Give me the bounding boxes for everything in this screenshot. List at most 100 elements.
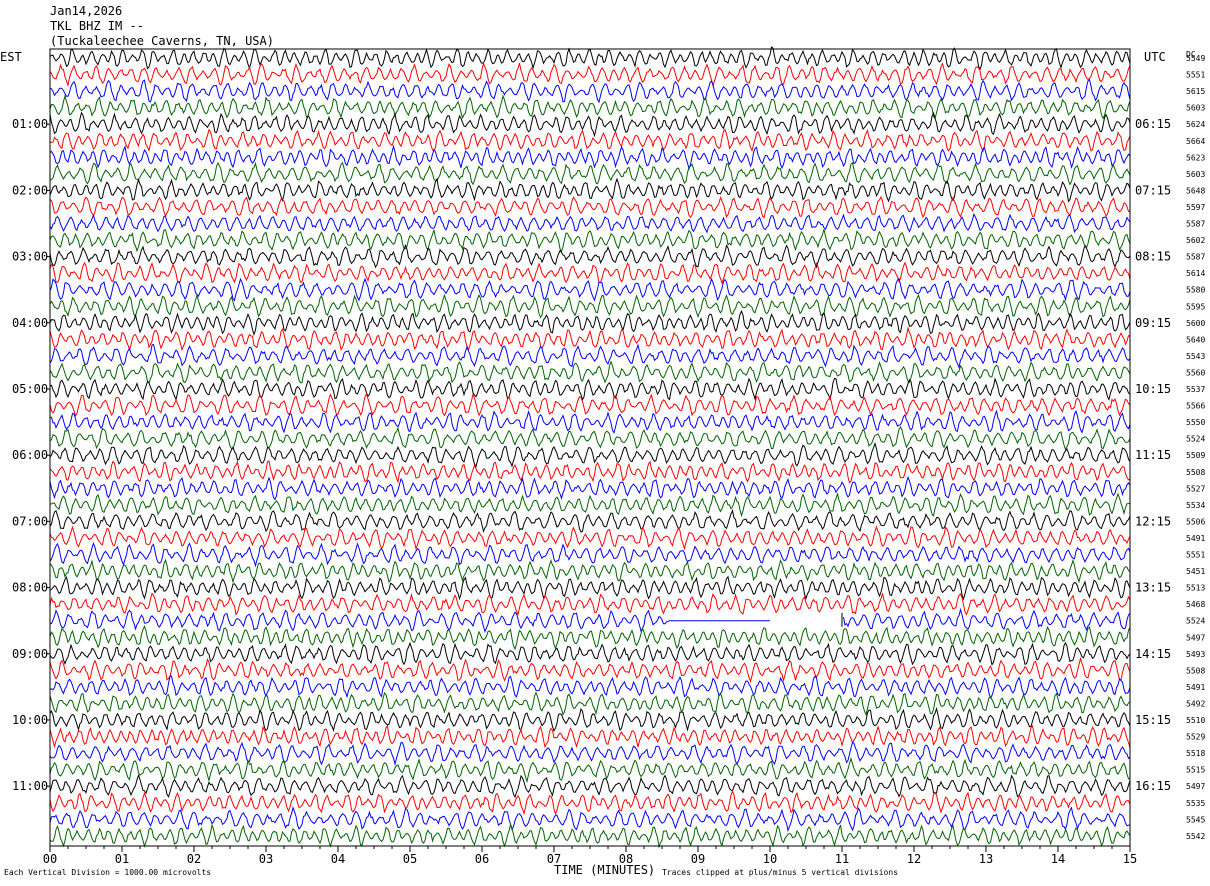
left-hour-label: 10:00 (12, 713, 48, 727)
dc-value-label: 5551 (1186, 71, 1205, 80)
seismic-trace (49, 78, 1131, 104)
x-tick-label: 03 (259, 852, 273, 866)
dc-value-label: 5551 (1186, 551, 1205, 560)
x-tick-label: 02 (187, 852, 201, 866)
seismic-trace (49, 789, 1131, 816)
dc-value-label: 5537 (1186, 385, 1205, 394)
seismic-trace (49, 94, 1131, 120)
left-hour-label: 03:00 (12, 250, 48, 264)
dc-value-label: 5535 (1186, 799, 1205, 808)
right-hour-label: 16:15 (1135, 779, 1171, 793)
seismic-trace (49, 822, 1131, 849)
dc-value-label: 5524 (1186, 435, 1205, 444)
clip-note: Traces clipped at plus/minus 5 vertical … (662, 868, 899, 877)
seismic-trace (49, 475, 1131, 501)
dc-value-label: 5595 (1186, 302, 1205, 311)
seismic-trace (49, 656, 1131, 684)
dc-value-label: 5587 (1186, 220, 1205, 229)
right-hour-label: 09:15 (1135, 316, 1171, 330)
dc-value-label: 5451 (1186, 567, 1205, 576)
seismic-trace (49, 525, 1131, 551)
dc-value-label: 5664 (1186, 137, 1205, 146)
dc-value-label: 5497 (1186, 633, 1205, 642)
seismic-trace (49, 195, 1131, 219)
dc-value-label: 5506 (1186, 517, 1205, 526)
dc-value-label: 5493 (1186, 650, 1205, 659)
left-hour-label: 02:00 (12, 183, 48, 197)
right-hour-label: 12:15 (1135, 514, 1171, 528)
dc-column-label: DC (1186, 50, 1196, 59)
dc-value-label: 5491 (1186, 534, 1205, 543)
dc-value-label: 5602 (1186, 236, 1205, 245)
plot-header: Jan14,2026 TKL BHZ IM -- (Tuckaleechee C… (50, 4, 274, 49)
scale-note: Each Vertical Division = 1000.00 microvo… (4, 868, 212, 877)
dc-value-label: 5542 (1186, 832, 1205, 841)
seismic-trace (49, 46, 1131, 71)
y-axis-labels: 01:00 02:00 03:00 04:00 05:00 06:00 07:00 08:00… (12, 117, 1171, 793)
seismic-trace (49, 675, 1131, 700)
seismic-trace (49, 177, 1131, 203)
left-hour-label: 09:00 (12, 647, 48, 661)
seismic-trace (49, 144, 1131, 171)
right-hour-label: 15:15 (1135, 713, 1171, 727)
seismic-trace (49, 161, 1131, 186)
seismic-trace (49, 425, 1131, 451)
dc-value-label: 5624 (1186, 120, 1205, 129)
seismic-trace (49, 128, 1131, 153)
x-tick-label: 10 (763, 852, 777, 866)
seismic-trace (49, 309, 1131, 336)
dc-value-label: 5623 (1186, 153, 1205, 162)
x-axis: 00 01 02 03 04 05 06 07 08 09 10 11 12 13 14 15 (43, 846, 1137, 866)
x-tick-label: 14 (1051, 852, 1065, 866)
dc-value-label: 5518 (1186, 749, 1205, 758)
dc-value-label: 5549 (1186, 54, 1205, 63)
seismic-trace (49, 773, 1131, 799)
seismic-trace (49, 592, 1131, 617)
dc-value-label: 5508 (1186, 468, 1205, 477)
seismic-trace (49, 229, 1131, 253)
seismic-trace (49, 343, 1131, 370)
seismic-trace (49, 641, 1131, 666)
seismic-trace (49, 392, 1131, 418)
dc-value-label: 5513 (1186, 584, 1205, 593)
seismic-trace (49, 756, 1130, 784)
left-hour-label: 01:00 (12, 117, 48, 131)
seismic-trace (49, 293, 1131, 319)
dc-value-label: 5527 (1186, 484, 1205, 493)
x-tick-label: 12 (907, 852, 921, 866)
seismic-trace (49, 62, 1131, 88)
right-hour-label: 13:15 (1135, 581, 1171, 595)
dc-value-label: 5534 (1186, 501, 1205, 510)
x-tick-label: 04 (331, 852, 345, 866)
seismic-trace (49, 377, 1131, 402)
left-hour-label: 11:00 (12, 779, 48, 793)
seismic-trace (49, 541, 1131, 568)
dc-value-label: 5587 (1186, 253, 1205, 262)
x-tick-label: 07 (547, 852, 561, 866)
seismic-trace (49, 508, 1131, 534)
left-hour-label: 04:00 (12, 316, 48, 330)
seismic-trace (49, 492, 1131, 518)
dc-value-label: 5615 (1186, 87, 1205, 96)
dc-value-label: 5510 (1186, 716, 1205, 725)
right-timezone-label: UTC (1144, 50, 1166, 64)
left-hour-label: 05:00 (12, 382, 48, 396)
right-hour-label: 14:15 (1135, 647, 1171, 661)
left-hour-label: 06:00 (12, 448, 48, 462)
right-hour-label: 08:15 (1135, 250, 1171, 264)
dc-value-label: 5543 (1186, 352, 1205, 361)
seismic-trace (49, 460, 1131, 484)
seismic-trace (49, 625, 1131, 651)
dc-value-label: 5524 (1186, 617, 1205, 626)
x-tick-label: 00 (43, 852, 57, 866)
right-hour-label: 07:15 (1135, 183, 1171, 197)
seismic-trace (49, 741, 1131, 766)
seismic-trace (49, 261, 1131, 285)
x-tick-label: 01 (115, 852, 129, 866)
seismic-trace (49, 360, 1131, 384)
seismic-trace (49, 558, 1131, 584)
dc-value-label: 5566 (1186, 402, 1205, 411)
seismic-trace (49, 575, 1131, 601)
seismic-trace (49, 806, 1131, 833)
